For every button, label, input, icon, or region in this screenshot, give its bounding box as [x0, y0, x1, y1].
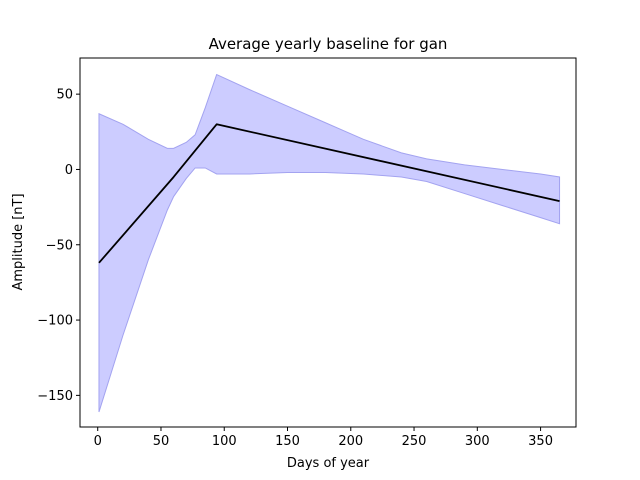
y-axis-label: Amplitude [nT]	[11, 193, 26, 290]
baseline-line	[98, 123, 560, 264]
x-tick-label: 200	[338, 434, 363, 449]
axes-frame	[79, 57, 577, 428]
y-tick-label: −100	[37, 314, 73, 329]
x-axis-label: Days of year	[287, 456, 370, 471]
y-tick-label: −150	[37, 389, 73, 404]
x-tick-label: 100	[212, 434, 237, 449]
y-tick-label: 0	[65, 163, 73, 178]
baseline-confidence-band	[98, 73, 561, 413]
y-tick-label: 50	[56, 88, 73, 103]
x-tick-label: 0	[94, 434, 102, 449]
x-tick-label: 150	[275, 434, 300, 449]
x-tick-label: 350	[528, 434, 553, 449]
x-tick-label: 300	[465, 434, 490, 449]
y-tick-label: −50	[46, 238, 73, 253]
plot-area: 0 50 100 150 200 250 300 350 50 0 −50 −100 −150	[37, 57, 577, 449]
x-tick-label: 250	[402, 434, 427, 449]
x-tick-label: 50	[153, 434, 170, 449]
chart-title: Average yearly baseline for gan	[209, 35, 448, 53]
